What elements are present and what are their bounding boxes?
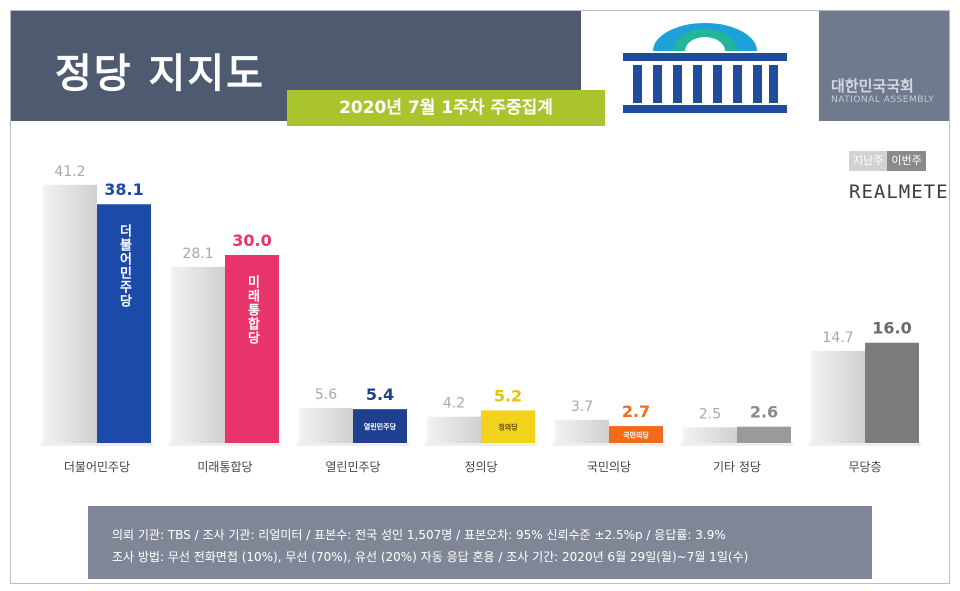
value-label-current-3: 5.2	[494, 386, 522, 405]
value-label-prev-3: 4.2	[443, 396, 465, 412]
category-label-4: 국민의당	[587, 460, 631, 474]
bar-shadow-5	[681, 443, 793, 446]
category-label-5: 기타 정당	[713, 460, 761, 474]
legend-prev-week: 지난주	[849, 151, 888, 171]
bar-prev-4	[555, 419, 609, 443]
bar-shadow-2	[297, 443, 409, 446]
assembly-building-icon	[623, 23, 787, 113]
infographic-frame: 정당 지지도 대한민국국회 NATIONAL ASSEMBLY	[10, 10, 950, 584]
assembly-building-logo	[581, 11, 819, 121]
bar-current-3	[481, 410, 535, 443]
party-mark-4: 국민의당	[623, 431, 649, 440]
category-label-3: 정의당	[464, 460, 497, 474]
bar-current-6	[865, 342, 919, 443]
bar-shadow-1	[169, 443, 281, 446]
value-label-current-0: 38.1	[104, 180, 143, 199]
value-label-prev-5: 2.5	[699, 406, 721, 422]
bar-current-0	[97, 204, 151, 443]
bar-current-4	[609, 426, 663, 443]
chart-legend: 지난주 이번주	[849, 151, 926, 171]
bar-prev-2	[299, 407, 353, 443]
bar-prev-1	[171, 266, 225, 443]
party-support-chart: 41.238.1더불어민주당더불어민주당28.130.0미래통합당미래통합당5.…	[41, 164, 921, 474]
assembly-name-en: NATIONAL ASSEMBLY	[831, 95, 935, 105]
value-label-prev-6: 14.7	[822, 330, 853, 346]
party-mark-3: 정의당	[498, 423, 518, 432]
value-label-prev-2: 5.6	[315, 387, 337, 403]
bar-shadow-6	[809, 443, 921, 446]
bar-current-2	[353, 409, 407, 443]
bar-prev-0	[43, 184, 97, 443]
survey-info-line-2: 조사 방법: 무선 전화면접 (10%), 무선 (70%), 유선 (20%)…	[112, 550, 749, 564]
survey-info-line-1: 의뢰 기관: TBS / 조사 기관: 리얼미터 / 표본수: 전국 성인 1,…	[112, 528, 726, 542]
bar-current-5	[737, 426, 791, 443]
bar-shadow-0	[41, 443, 153, 446]
survey-period-badge: 2020년 7월 1주차 주중집계	[287, 90, 605, 126]
national-assembly-badge: 대한민국국회 NATIONAL ASSEMBLY	[819, 11, 949, 121]
bar-shadow-3	[425, 443, 537, 446]
category-label-0: 더불어민주당	[64, 460, 130, 474]
category-label-6: 무당층	[848, 460, 881, 474]
survey-info-footer: 의뢰 기관: TBS / 조사 기관: 리얼미터 / 표본수: 전국 성인 1,…	[88, 506, 872, 579]
page-title: 정당 지지도	[55, 51, 265, 97]
bar-current-1	[225, 255, 279, 443]
bar-prev-6	[811, 350, 865, 443]
bar-prev-3	[427, 416, 481, 443]
party-mark-0: 더불어민주당	[117, 224, 132, 309]
value-label-current-6: 16.0	[872, 319, 911, 338]
value-label-prev-0: 41.2	[54, 164, 85, 180]
value-label-current-4: 2.7	[622, 402, 650, 421]
value-label-current-2: 5.4	[366, 385, 394, 404]
bar-shadow-4	[553, 443, 665, 446]
category-label-1: 미래통합당	[197, 460, 252, 474]
legend-this-week: 이번주	[887, 151, 926, 171]
bar-prev-5	[683, 427, 737, 443]
value-label-prev-1: 28.1	[182, 246, 213, 262]
party-mark-1: 미래통합당	[245, 274, 260, 345]
value-label-prev-4: 3.7	[571, 399, 593, 415]
realmeter-logo: REALMETER	[849, 181, 950, 203]
category-label-2: 열린민주당	[325, 460, 380, 474]
value-label-current-1: 30.0	[232, 231, 271, 250]
party-mark-2: 열린민주당	[364, 422, 397, 431]
value-label-current-5: 2.6	[750, 403, 778, 422]
assembly-name-kr: 대한민국국회	[831, 77, 914, 95]
